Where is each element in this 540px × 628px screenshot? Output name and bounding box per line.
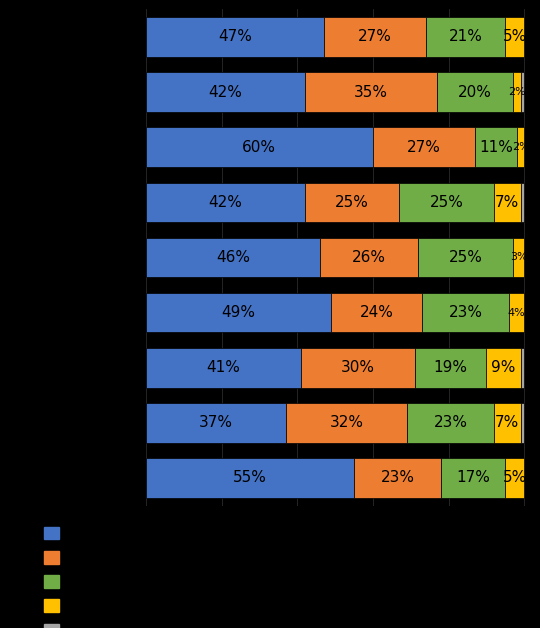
Text: 30%: 30% bbox=[341, 360, 375, 375]
Bar bbox=[418, 237, 513, 278]
Bar bbox=[505, 458, 524, 498]
Bar bbox=[521, 183, 524, 222]
Text: 25%: 25% bbox=[430, 195, 464, 210]
Text: 26%: 26% bbox=[352, 250, 386, 265]
Bar bbox=[146, 458, 354, 498]
Bar bbox=[509, 293, 524, 332]
Text: 7%: 7% bbox=[495, 415, 519, 430]
Bar bbox=[521, 72, 524, 112]
Text: 25%: 25% bbox=[335, 195, 369, 210]
Bar bbox=[494, 403, 521, 443]
Text: 47%: 47% bbox=[218, 30, 252, 45]
Bar bbox=[323, 17, 426, 57]
Bar bbox=[305, 72, 437, 112]
Bar bbox=[415, 348, 487, 387]
Text: 25%: 25% bbox=[449, 250, 483, 265]
Bar bbox=[422, 293, 509, 332]
Bar bbox=[400, 183, 494, 222]
Bar bbox=[354, 458, 441, 498]
Text: 2%: 2% bbox=[508, 87, 525, 97]
Text: 20%: 20% bbox=[458, 85, 492, 100]
Text: 27%: 27% bbox=[407, 140, 441, 154]
Bar bbox=[146, 348, 301, 387]
Text: 17%: 17% bbox=[456, 470, 490, 485]
Bar bbox=[513, 72, 521, 112]
Bar bbox=[426, 17, 505, 57]
Text: 4%: 4% bbox=[508, 308, 525, 318]
Text: 55%: 55% bbox=[233, 470, 267, 485]
Text: 37%: 37% bbox=[199, 415, 233, 430]
Bar bbox=[437, 72, 513, 112]
Legend: , , , , : , , , , bbox=[44, 527, 64, 628]
Text: 49%: 49% bbox=[221, 305, 255, 320]
Text: 46%: 46% bbox=[216, 250, 250, 265]
Bar bbox=[146, 237, 320, 278]
Bar bbox=[146, 403, 286, 443]
Bar bbox=[517, 127, 524, 167]
Bar bbox=[146, 72, 305, 112]
Bar bbox=[320, 237, 418, 278]
Bar bbox=[407, 403, 494, 443]
Bar bbox=[521, 403, 524, 443]
Text: 60%: 60% bbox=[242, 140, 276, 154]
Text: 3%: 3% bbox=[510, 252, 528, 263]
Text: 9%: 9% bbox=[491, 360, 516, 375]
Bar bbox=[373, 127, 475, 167]
Text: 7%: 7% bbox=[495, 195, 519, 210]
Text: 5%: 5% bbox=[503, 30, 527, 45]
Bar bbox=[513, 237, 524, 278]
Text: 11%: 11% bbox=[479, 140, 513, 154]
Text: 24%: 24% bbox=[360, 305, 394, 320]
Bar bbox=[146, 293, 331, 332]
Bar bbox=[521, 348, 524, 387]
Bar bbox=[146, 17, 323, 57]
Text: 2%: 2% bbox=[512, 142, 529, 152]
Text: 42%: 42% bbox=[208, 195, 242, 210]
Bar bbox=[301, 348, 415, 387]
Text: 23%: 23% bbox=[434, 415, 468, 430]
Bar bbox=[487, 348, 521, 387]
Bar bbox=[475, 127, 517, 167]
Text: 23%: 23% bbox=[449, 305, 483, 320]
Bar bbox=[494, 183, 521, 222]
Text: 35%: 35% bbox=[354, 85, 388, 100]
Text: 41%: 41% bbox=[206, 360, 240, 375]
Bar bbox=[286, 403, 407, 443]
Text: 23%: 23% bbox=[381, 470, 415, 485]
Bar bbox=[146, 183, 305, 222]
Bar bbox=[146, 127, 373, 167]
Bar bbox=[441, 458, 505, 498]
Text: 42%: 42% bbox=[208, 85, 242, 100]
Text: 19%: 19% bbox=[434, 360, 468, 375]
Bar bbox=[505, 17, 524, 57]
Text: 32%: 32% bbox=[329, 415, 363, 430]
Bar bbox=[331, 293, 422, 332]
Text: 5%: 5% bbox=[503, 470, 527, 485]
Text: 21%: 21% bbox=[449, 30, 483, 45]
Text: 27%: 27% bbox=[358, 30, 392, 45]
Bar bbox=[305, 183, 400, 222]
